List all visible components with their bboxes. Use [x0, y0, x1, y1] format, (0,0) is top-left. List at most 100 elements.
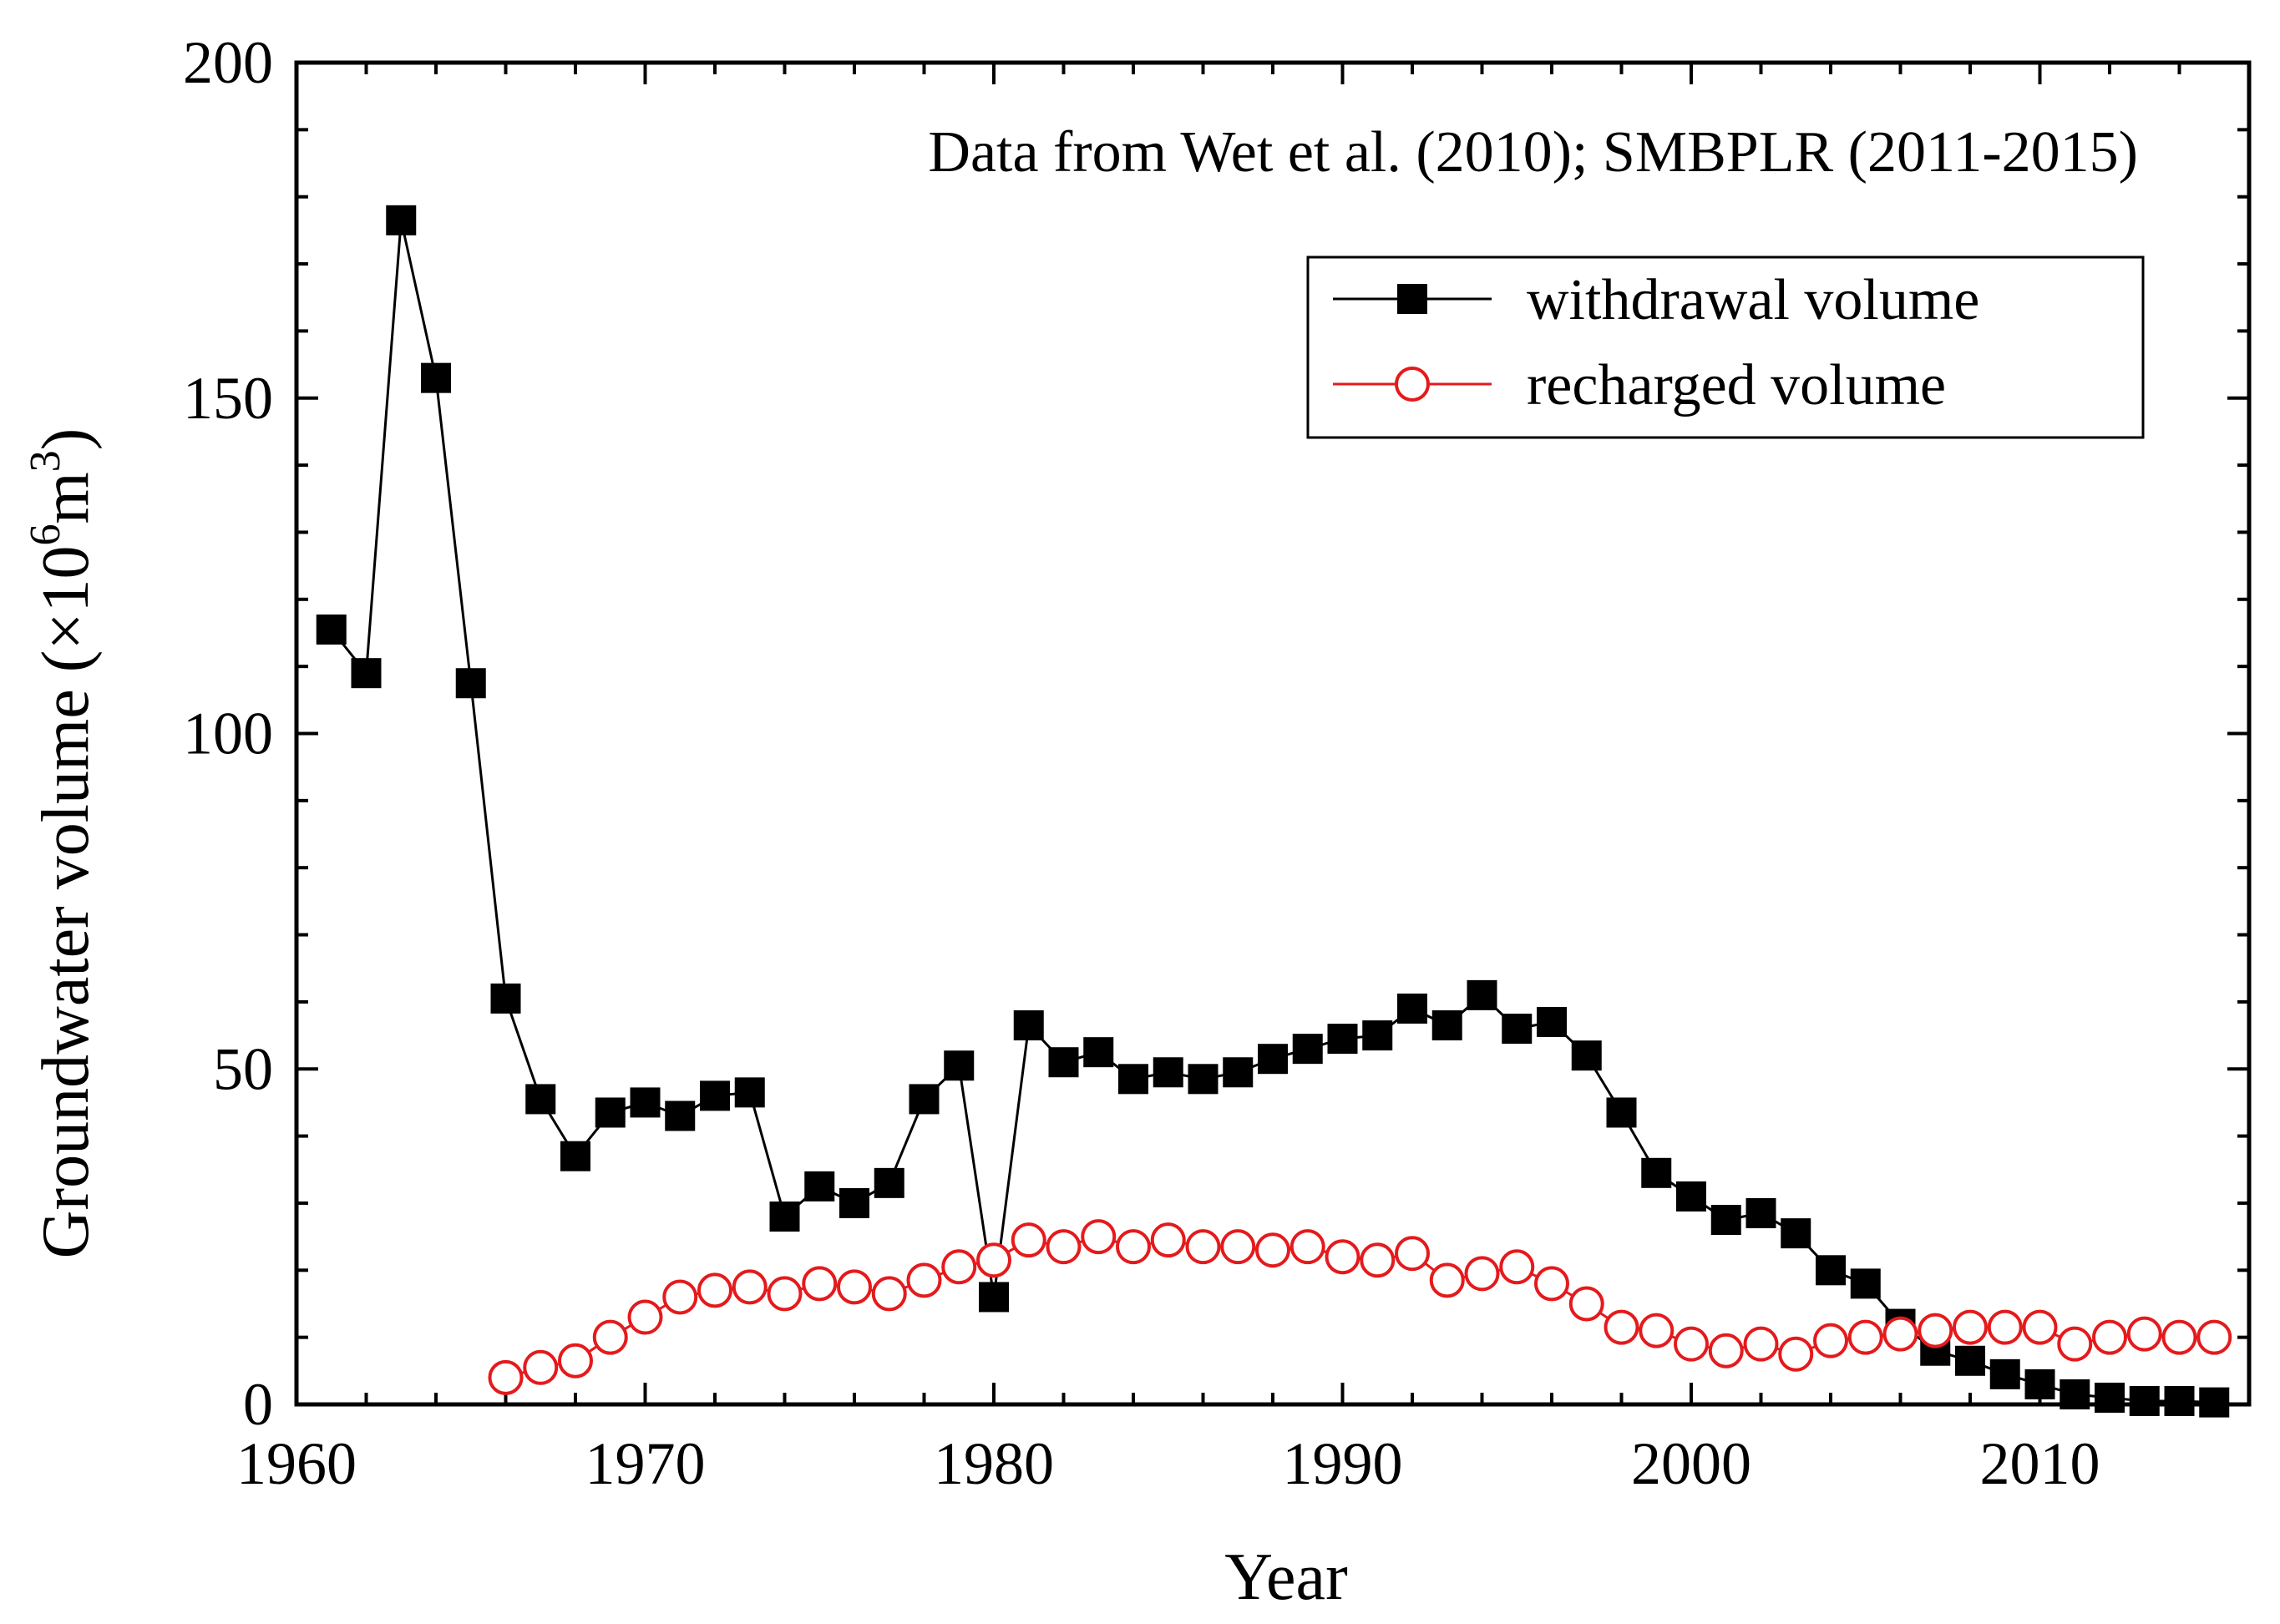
x-tick-label: 2000 — [1631, 1430, 1751, 1497]
data-point — [2164, 1385, 2195, 1416]
data-point — [558, 1343, 593, 1379]
data-point — [1431, 1010, 1462, 1041]
data-point — [941, 1249, 977, 1285]
x-axis-title: Year — [1224, 1541, 1347, 1614]
data-point — [1048, 1047, 1079, 1078]
data-point — [734, 1077, 765, 1108]
data-point — [1708, 1333, 1744, 1369]
data-point — [630, 1087, 661, 1118]
data-point — [1397, 993, 1427, 1024]
y-tick-label: 100 — [183, 701, 273, 767]
data-point — [1882, 1316, 1918, 1352]
data-point — [767, 1276, 803, 1312]
data-point — [1292, 1034, 1323, 1065]
data-point — [1362, 1020, 1393, 1051]
data-point — [1327, 1024, 1358, 1055]
data-point — [1013, 1010, 1044, 1041]
data-point — [627, 1299, 663, 1335]
series-recharged-volume — [488, 1219, 2232, 1395]
data-point — [1604, 1309, 1639, 1345]
data-point — [316, 614, 347, 645]
data-point — [1467, 979, 1497, 1010]
y-axis-title-sup2: 3 — [22, 450, 69, 472]
data-point — [2161, 1319, 2197, 1355]
data-point — [592, 1319, 628, 1355]
data-point — [1641, 1157, 1672, 1188]
y-axis-title: Groundwater volume (×106m3) — [22, 428, 103, 1259]
data-point — [769, 1202, 800, 1232]
legend-withdrawal-label: withdrawal volume — [1527, 268, 1979, 332]
data-point — [1847, 1319, 1883, 1355]
data-point — [804, 1171, 835, 1202]
data-point — [386, 205, 417, 235]
data-point — [1325, 1239, 1360, 1275]
data-point — [2126, 1316, 2162, 1352]
data-point — [2060, 1379, 2090, 1409]
data-point — [1987, 1309, 2023, 1345]
data-point — [1153, 1057, 1183, 1088]
data-point — [1955, 1345, 1985, 1376]
x-tick-label: 1960 — [236, 1430, 357, 1497]
data-point — [1676, 1181, 1706, 1212]
data-point — [1220, 1229, 1256, 1265]
data-point — [1502, 1014, 1533, 1045]
data-point — [1571, 1040, 1602, 1071]
data-point — [1011, 1222, 1046, 1258]
data-point — [1778, 1336, 1814, 1372]
x-tick-label: 1980 — [934, 1430, 1054, 1497]
data-point — [2199, 1387, 2230, 1418]
data-point — [665, 1100, 696, 1131]
data-point — [1568, 1286, 1604, 1322]
data-point — [871, 1276, 907, 1312]
data-point — [1223, 1057, 1254, 1088]
data-point — [1953, 1309, 1988, 1345]
data-point — [1118, 1064, 1148, 1095]
chart-annotation: Data from Wet et al. (2010); SMBPLR (201… — [928, 120, 2138, 185]
data-point — [1429, 1262, 1465, 1298]
data-point — [1258, 1044, 1288, 1075]
data-point — [2024, 1369, 2055, 1399]
y-axis-title-sup1: 6 — [22, 524, 69, 546]
data-point — [1046, 1229, 1082, 1265]
data-point — [2022, 1309, 2058, 1345]
data-point — [560, 1141, 590, 1171]
data-point — [906, 1262, 942, 1298]
data-point — [1255, 1232, 1290, 1268]
legend-box — [1306, 255, 2145, 439]
x-tick-label: 2010 — [1980, 1430, 2100, 1497]
data-point — [732, 1269, 768, 1305]
data-point — [455, 668, 486, 699]
y-axis-title-prefix: Groundwater volume (×10 — [29, 546, 103, 1259]
legend: withdrawal volume recharged volume — [1306, 255, 2145, 439]
data-point — [1850, 1268, 1881, 1299]
legend-recharged-label: recharged volume — [1527, 353, 1946, 417]
y-axis-title-mid: m — [29, 472, 103, 524]
data-point — [909, 1084, 940, 1115]
data-point — [1534, 1266, 1569, 1302]
data-point — [697, 1272, 732, 1308]
data-point — [351, 658, 382, 689]
data-point — [1188, 1064, 1219, 1095]
data-point — [1606, 1097, 1637, 1128]
y-tick-label: 0 — [243, 1371, 273, 1438]
data-point — [1116, 1229, 1151, 1265]
data-point — [1639, 1313, 1675, 1348]
y-tick-label: 50 — [213, 1035, 273, 1102]
data-point — [490, 983, 521, 1014]
data-point — [1989, 1358, 2020, 1389]
data-point — [1674, 1326, 1709, 1362]
data-point — [1745, 1198, 1776, 1229]
y-tick-label: 150 — [183, 365, 273, 432]
data-point — [1537, 1007, 1567, 1038]
data-point — [976, 1242, 1011, 1278]
data-point — [1816, 1255, 1846, 1286]
data-point — [944, 1050, 975, 1081]
data-point — [523, 1349, 559, 1385]
data-point — [979, 1282, 1009, 1313]
legend-withdrawal-marker — [1397, 284, 1427, 314]
data-point — [525, 1084, 556, 1115]
plot-layer: 1960 1970 1980 1990 2000 2010 0 50 100 150 200 — [183, 29, 2252, 1497]
data-point — [1289, 1229, 1325, 1265]
data-point — [1743, 1326, 1779, 1362]
